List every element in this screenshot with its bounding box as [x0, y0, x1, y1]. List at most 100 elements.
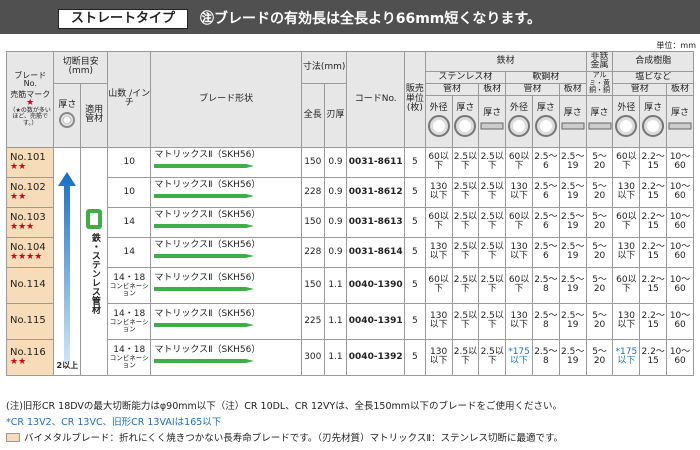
- value-cell: 130以下: [505, 236, 533, 268]
- tooth-thick-cell: 0.9: [323, 206, 348, 238]
- blade-icon: [154, 254, 255, 259]
- col-stainless: ステンレス材: [424, 70, 507, 84]
- sale-unit-cell: 5: [404, 236, 426, 268]
- row-blade-no: No.114: [5, 266, 55, 304]
- blade-icon: [154, 224, 255, 229]
- value-cell: 130以下: [505, 302, 533, 340]
- blade-shape-cell: マトリックスⅡ（SKH56）: [150, 176, 302, 208]
- value-cell: 2.5～6: [531, 146, 560, 178]
- sale-unit-cell: 5: [404, 176, 426, 208]
- sale-unit-cell: 5: [404, 146, 426, 178]
- value-cell: 2.5～19: [558, 266, 587, 304]
- pipe-outer-icon: [615, 115, 638, 138]
- thickness-circle-icon: [59, 112, 76, 129]
- table-row: No.103 ★★★ 14 マトリックスⅡ（SKH56） 150 0.9 0031-8613…: [5, 206, 694, 238]
- blade-icon: [154, 359, 255, 364]
- value-cell: 10～60: [666, 266, 694, 304]
- code-cell: 0031-8613: [346, 206, 406, 238]
- teeth-cell: 14: [107, 236, 152, 268]
- value-cell: 2.2～15: [639, 338, 668, 376]
- col-blade-no: ブレード No. 売筋マーク ★ （★の数が多いほど、売筋です。）: [5, 51, 55, 148]
- teeth-cell: 14・18 コンビネーション: [107, 266, 152, 304]
- pipe-label-cell: 鉄・ステンレス管材: [80, 146, 109, 376]
- value-cell: 2.5以下: [451, 236, 480, 268]
- value-cell: 130以下: [612, 236, 641, 268]
- value-cell: 2.5～6: [531, 206, 560, 238]
- plate-icon: [480, 122, 504, 130]
- tooth-thick-cell: 1.1: [323, 302, 348, 340]
- value-cell: 130以下: [424, 176, 453, 208]
- pipe-thick-icon: [454, 115, 477, 138]
- subcol-outer: 外径: [424, 94, 453, 148]
- value-cell: *175以下: [612, 338, 641, 376]
- col-length: 全長: [300, 82, 325, 148]
- value-cell: 60以下: [424, 266, 453, 304]
- footnote-2: *CR 13V2、CR 13VC、旧形CR 13VAIは165以下: [6, 417, 222, 428]
- thickness-arrow-icon: [58, 172, 77, 363]
- col-pvc-pipe: 管材: [612, 82, 668, 96]
- value-cell: 60以下: [424, 206, 453, 238]
- code-cell: 0040-1391: [346, 302, 406, 340]
- value-cell: 2.5～8: [531, 338, 560, 376]
- col-stainless-pipe: 管材: [424, 82, 480, 96]
- row-blade-no: No.115: [5, 302, 55, 340]
- subcol-thick: 厚さ: [451, 94, 480, 148]
- blade-shape-cell: マトリックスⅡ（SKH56）: [150, 146, 302, 178]
- value-cell: 60以下: [424, 146, 453, 178]
- value-cell: 5～20: [585, 176, 614, 208]
- value-cell: 5～20: [585, 236, 614, 268]
- col-mild: 軟鋼材: [505, 70, 587, 84]
- code-cell: 0040-1390: [346, 266, 406, 304]
- blade-icon: [154, 287, 255, 292]
- pipe-thick-icon: [642, 115, 665, 138]
- value-cell: 2.5～8: [531, 266, 560, 304]
- col-synthetic: 合成樹脂: [612, 51, 694, 72]
- col-dims: 寸法(mm): [300, 51, 348, 84]
- sale-unit-cell: 5: [404, 302, 426, 340]
- value-cell: 2.5以下: [451, 206, 480, 238]
- value-cell: 5～20: [585, 206, 614, 238]
- length-cell: 300: [300, 338, 325, 376]
- legend-text: バイメタルブレード：折れにくく焼きつかない長寿命ブレードです。（刃先材質）マトリ…: [24, 433, 564, 444]
- value-cell: 2.5～8: [531, 302, 560, 340]
- pipe-outer-icon: [508, 115, 531, 138]
- value-cell: 2.5以下: [478, 176, 507, 208]
- col-stainless-plate: 板材: [478, 82, 507, 96]
- value-cell: 2.5～6: [531, 236, 560, 268]
- blade-shape-cell: マトリックスⅡ（SKH56）: [150, 302, 302, 340]
- blade-shape-cell: マトリックスⅡ（SKH56）: [150, 338, 302, 376]
- table-row: No.114 14・18 コンビネーション マトリックスⅡ（SKH56） 150 1.1 0…: [5, 266, 694, 304]
- blade-shape-cell: マトリックスⅡ（SKH56）: [150, 266, 302, 304]
- thickness-range: 2以上: [56, 361, 79, 371]
- value-cell: 60以下: [505, 266, 533, 304]
- value-cell: 2.5以下: [478, 302, 507, 340]
- col-alumi: アルミ・黄銅・銅: [585, 70, 614, 96]
- teeth-cell: 10: [107, 176, 152, 208]
- blade-shape-cell: マトリックスⅡ（SKH56）: [150, 236, 302, 268]
- value-cell: 10～60: [666, 206, 694, 238]
- table-row: No.115 14・18 コンビネーション マトリックスⅡ（SKH56） 225 1.1 0…: [5, 302, 694, 340]
- row-blade-no: No.101 ★★: [5, 146, 55, 178]
- pipe-material-icon: [86, 209, 103, 230]
- header-note: ㊟ブレードの有効長は全長より66mm短くなります。: [200, 11, 541, 27]
- subcol-alumi-thick: 厚さ: [585, 94, 614, 148]
- blade-icon: [154, 164, 255, 169]
- row-blade-no: No.104 ★★★★: [5, 236, 55, 268]
- row-blade-no: No.116 ★★: [5, 338, 55, 376]
- col-thickness: 厚さ: [53, 82, 82, 148]
- value-cell: 2.5～19: [558, 338, 587, 376]
- subcol-outer: 外径: [612, 94, 641, 148]
- tooth-thick-cell: 0.9: [323, 236, 348, 268]
- value-cell: 130以下: [424, 236, 453, 268]
- value-cell: 2.5以下: [451, 146, 480, 178]
- value-cell: 5～20: [585, 338, 614, 376]
- col-tooth-thick: 刃厚: [323, 82, 348, 148]
- table-row: No.116 ★★ 14・18 コンビネーション マトリックスⅡ（SKH56） 300 1.…: [5, 338, 694, 376]
- code-cell: 0040-1392: [346, 338, 406, 376]
- col-teeth: 山数 /インチ: [107, 51, 152, 148]
- value-cell: 2.5～19: [558, 176, 587, 208]
- col-pvc-plate: 板材: [666, 82, 694, 96]
- value-cell: 2.5以下: [478, 338, 507, 376]
- value-cell: 2.2～15: [639, 146, 668, 178]
- value-cell: 130以下: [424, 338, 453, 376]
